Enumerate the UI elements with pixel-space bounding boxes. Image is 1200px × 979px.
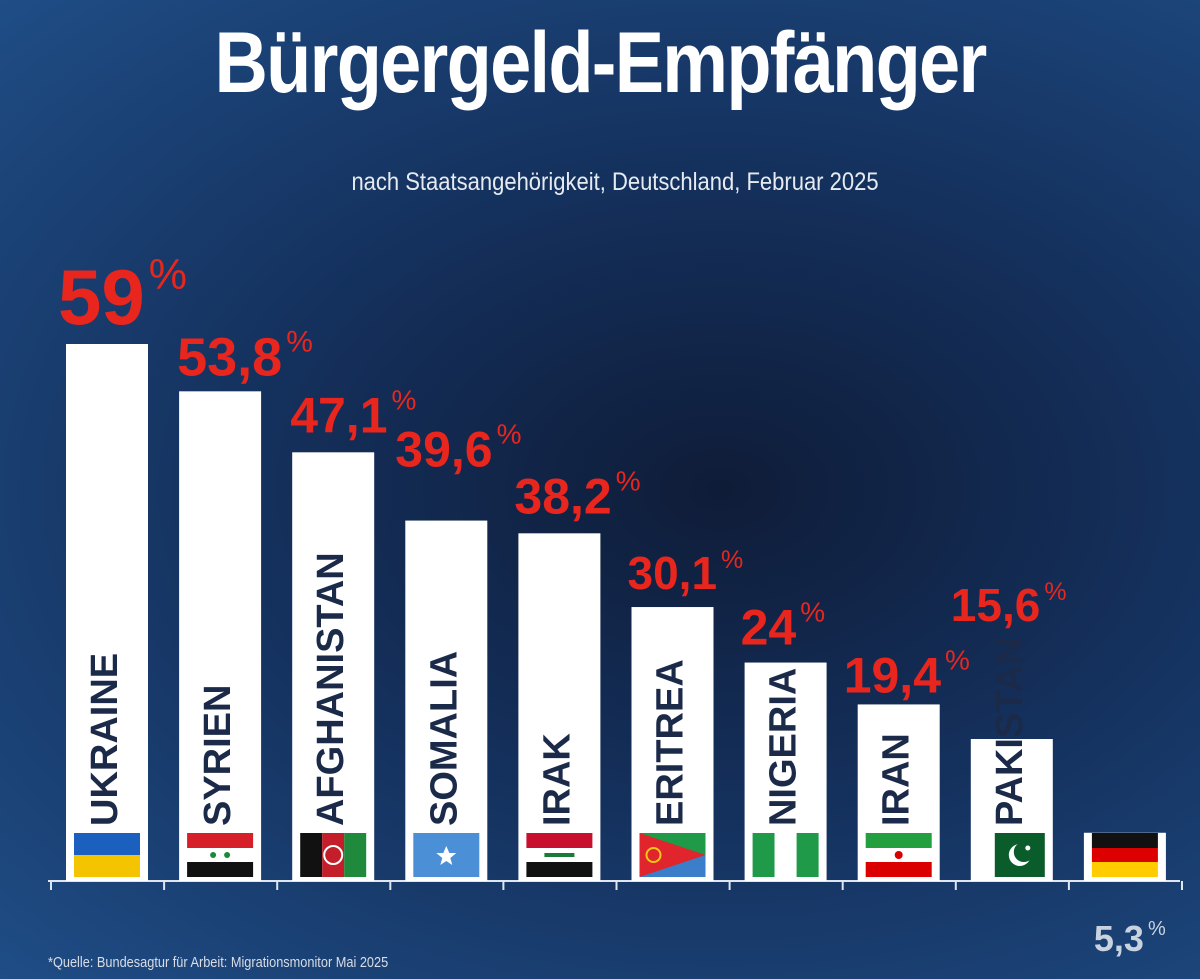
value-label: 59%	[58, 251, 187, 341]
bar-somalia	[405, 520, 488, 881]
germany-flag-icon	[1091, 833, 1158, 877]
bar-ukraine	[66, 344, 148, 881]
value-label: 15,6%	[951, 578, 1067, 631]
nigeria-flag-icon	[752, 833, 819, 877]
value-label: 53,8%	[177, 325, 313, 387]
chart-subtitle: nach Staatsangehörigkeit, Deutschland, F…	[351, 168, 879, 196]
category-label: IRAK	[536, 733, 578, 826]
somalia-flag-icon	[413, 833, 480, 877]
value-label: 24%	[741, 597, 826, 656]
iran-flag-icon	[865, 833, 932, 877]
category-label: SOMALIA	[423, 651, 465, 826]
category-label: SYRIEN	[197, 685, 239, 826]
source-note: *Quelle: Bundesagtur für Arbeit: Migrati…	[48, 954, 389, 971]
value-label: 19,4%	[844, 644, 970, 703]
category-label: PAKISTAN	[989, 637, 1031, 826]
eritrea-flag-icon	[639, 833, 706, 877]
category-label: UKRAINE	[84, 653, 126, 826]
value-label: 38,2%	[514, 465, 640, 524]
category-label: NIGERIA	[763, 668, 805, 826]
category-label: IRAN	[876, 733, 918, 826]
value-label: 30,1%	[628, 546, 744, 599]
afghanistan-flag-icon	[300, 833, 367, 877]
value-label: 47,1%	[290, 384, 416, 443]
bar-irak	[518, 533, 601, 881]
iraq-flag-icon	[526, 833, 593, 877]
value-label: 39,6%	[395, 419, 521, 478]
bar-syrien	[179, 391, 262, 881]
category-label: AFGHANISTAN	[310, 552, 352, 826]
category-label: ERITREA	[650, 659, 692, 826]
syria-flag-icon	[187, 833, 254, 877]
value-label: 5,3%	[1094, 918, 1166, 959]
pakistan-flag-icon	[978, 833, 1045, 877]
bar-afghanistan	[292, 452, 375, 881]
ukraine-flag-icon	[74, 833, 140, 877]
chart-title: Bürgergeld-Empfänger	[214, 15, 987, 111]
